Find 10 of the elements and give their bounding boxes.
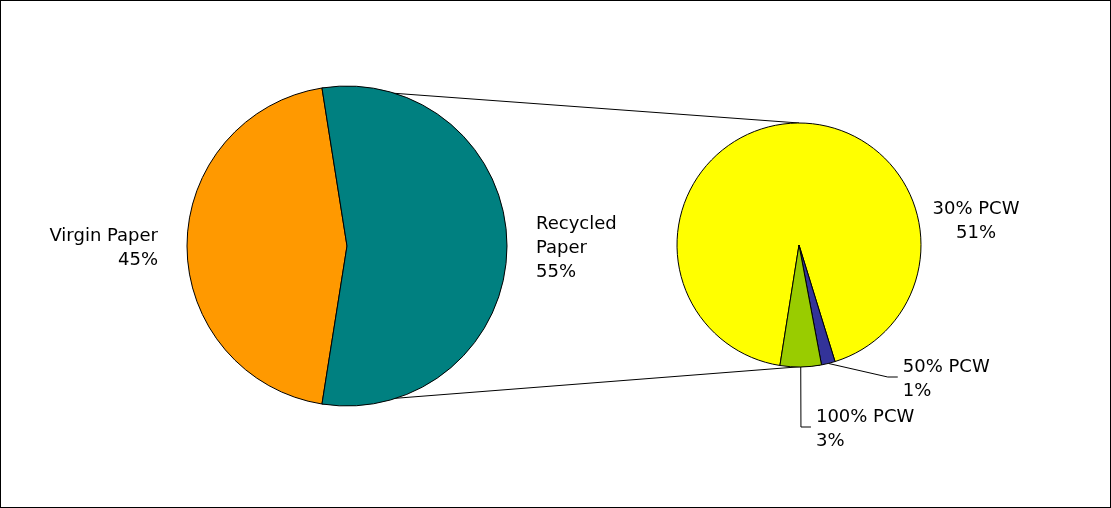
data-label: 1% [902, 378, 932, 400]
slice-label: 100% PCW [815, 404, 915, 426]
data-label: 3% [815, 428, 845, 450]
data-label: 51% [955, 220, 997, 242]
slice-label: 30% PCW [932, 196, 1020, 218]
slice-label: Virgin Paper [49, 223, 159, 245]
slice-label: Recycled Paper [536, 211, 623, 257]
slice-label: 50% PCW [902, 354, 990, 376]
data-label: 55% [536, 259, 577, 281]
data-label: 45% [117, 247, 158, 269]
